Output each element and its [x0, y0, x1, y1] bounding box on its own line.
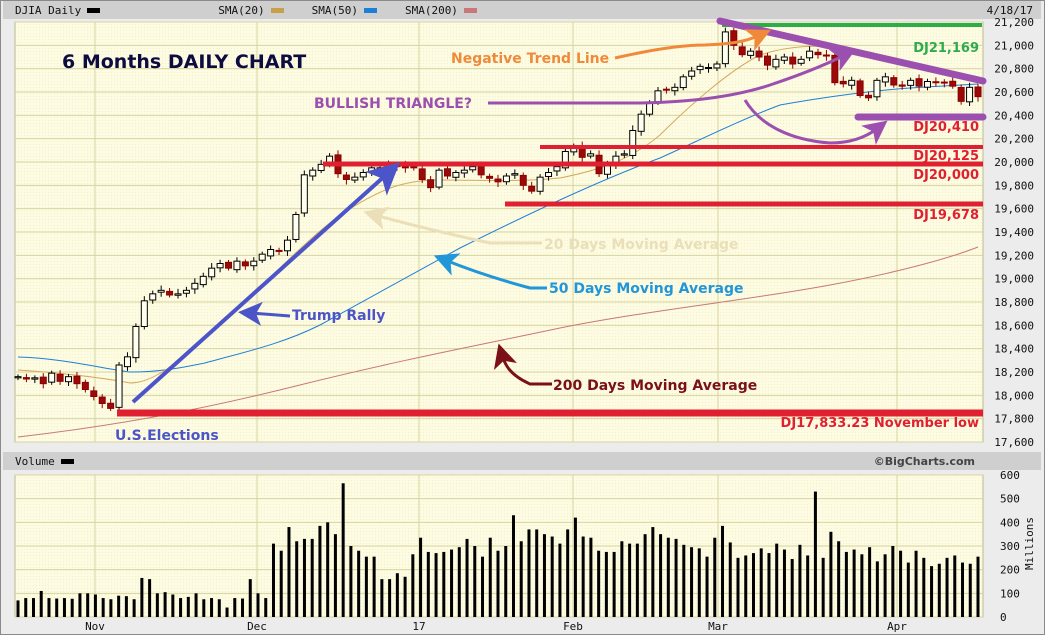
- y-tick-label: 20,600: [994, 86, 1034, 99]
- volume-tick-label: 500: [1000, 493, 1020, 506]
- sma200-line: [17, 246, 979, 438]
- y-tick-label: 18,000: [994, 389, 1034, 402]
- level-label: DJ20,000: [913, 168, 979, 183]
- legend-sma200-label: SMA(200): [404, 3, 458, 17]
- level-label: DJ20,125: [913, 149, 979, 164]
- x-tick-label: Apr: [887, 620, 907, 633]
- volume-tick-label: 600: [1000, 469, 1020, 482]
- legend-sma20: SMA(20): [218, 3, 284, 17]
- symbol-label: DJIA Daily: [15, 3, 82, 17]
- trump-rally-line: [131, 162, 400, 404]
- sma50-label: 50 Days Moving Average: [549, 281, 744, 297]
- price-y-axis: 17,600 17,800 18,000 18,200 18,400 18,600 18,8…: [994, 16, 1034, 449]
- volume-swatch-icon: [60, 458, 74, 464]
- y-tick-label: 19,400: [994, 226, 1034, 239]
- y-tick-label: 20,000: [994, 156, 1034, 169]
- y-tick-label: 20,200: [994, 133, 1034, 146]
- volume-axis-title: Millions: [1023, 517, 1036, 570]
- x-tick-label: Nov: [85, 620, 105, 633]
- y-tick-label: 18,600: [994, 319, 1034, 332]
- volume-bars: [16, 483, 980, 617]
- chart-date: 4/18/17: [986, 4, 1033, 17]
- level-labels: DJ21,169 DJ20,410 DJ20,125 DJ20,000 DJ19,678…: [781, 41, 979, 431]
- legend-sma20-label: SMA(20): [218, 3, 265, 17]
- sma200-label: 200 Days Moving Average: [553, 378, 757, 394]
- sma20-label: 20 Days Moving Average: [544, 237, 739, 253]
- level-label: DJ17,833.23 November low: [781, 416, 979, 431]
- x-tick-label: Mar: [708, 620, 728, 633]
- y-tick-label: 19,800: [994, 179, 1034, 192]
- y-tick-label: 17,600: [994, 436, 1034, 449]
- chart-title: 6 Months DAILY CHART: [62, 51, 306, 73]
- volume-tick-label: 0: [1000, 611, 1007, 624]
- x-tick-label: 17: [412, 620, 425, 633]
- sma50-swatch-icon: [363, 7, 377, 13]
- level-label: DJ21,169: [913, 41, 979, 56]
- level-label: DJ19,678: [913, 208, 979, 223]
- volume-legend-bar: Volume ©BigCharts.com: [3, 452, 1041, 470]
- legend-sma50: SMA(50): [312, 4, 377, 17]
- sma50-arrow: [433, 253, 547, 290]
- y-tick-label: 19,000: [994, 273, 1034, 286]
- y-tick-label: 18,200: [994, 366, 1034, 379]
- volume-tick-label: 200: [1000, 564, 1020, 577]
- y-tick-label: 21,000: [994, 39, 1034, 52]
- legend-sma50-label: SMA(50): [311, 3, 358, 17]
- sma20-arrow: [363, 206, 542, 245]
- y-tick-label: 19,600: [994, 203, 1034, 216]
- level-label: DJ20,410: [913, 120, 979, 135]
- bullish-triangle-arrow-down: [743, 99, 888, 145]
- copyright: ©BigCharts.com: [873, 454, 975, 468]
- trump-rally-label: Trump Rally: [292, 308, 385, 324]
- y-tick-label: 20,400: [994, 109, 1034, 122]
- legend-sma200: SMA(200): [405, 4, 477, 17]
- negative-trend-arrow: [614, 29, 771, 60]
- volume-tick-label: 300: [1000, 540, 1020, 553]
- x-tick-label: Dec: [247, 620, 267, 633]
- bullish-triangle-label: BULLISH TRIANGLE?: [314, 96, 472, 112]
- y-tick-label: 17,800: [994, 413, 1034, 426]
- sma20-swatch-icon: [270, 7, 284, 13]
- elections-label: U.S.Elections: [115, 428, 219, 444]
- y-tick-label: 20,800: [994, 63, 1034, 76]
- volume-y-axis: 0 100 200 300 400 500 600: [1000, 469, 1020, 624]
- price-swatch-icon: [87, 7, 101, 13]
- negative-trend-label: Negative Trend Line: [451, 51, 609, 67]
- bullish-triangle-arrow-up: [488, 49, 856, 105]
- price-legend-bar: DJIA Daily SMA(20) SMA(50) SMA(200) 4/18…: [3, 1, 1041, 19]
- y-tick-label: 18,400: [994, 343, 1034, 356]
- volume-tick-label: 400: [1000, 516, 1020, 529]
- sma200-arrow: [493, 343, 552, 386]
- volume-label: Volume: [15, 454, 55, 468]
- y-tick-label: 18,800: [994, 296, 1034, 309]
- volume-tick-label: 100: [1000, 587, 1020, 600]
- x-axis: Nov Dec 17 Feb Mar Apr: [85, 620, 907, 633]
- y-tick-label: 21,200: [994, 16, 1034, 29]
- x-tick-label: Feb: [563, 620, 583, 633]
- sma200-swatch-icon: [463, 7, 477, 13]
- trump-rally-arrow: [238, 301, 291, 326]
- y-tick-label: 19,200: [994, 249, 1034, 262]
